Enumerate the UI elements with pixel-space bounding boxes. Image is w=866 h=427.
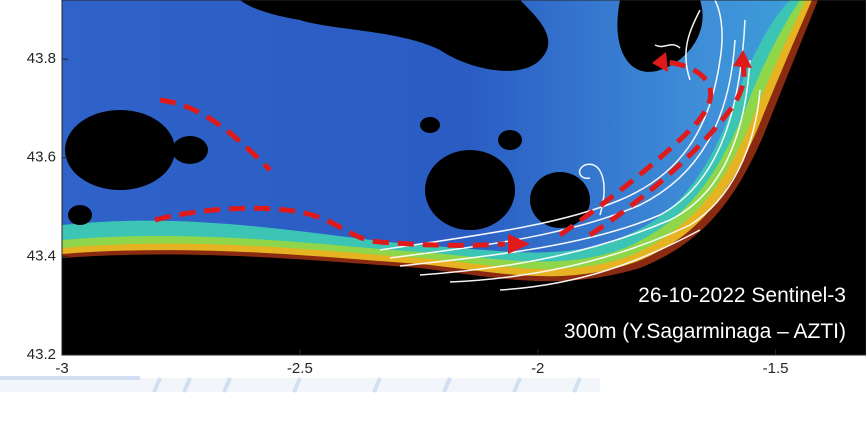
y-tick-label: 43.6 <box>27 149 56 166</box>
map-figure: -3 -2.5 -2 -1.5 43.2 43.4 43.6 43.8 26-10-2022 … <box>0 0 866 422</box>
page: {"chart_data": {"type": "map", "xlim": [… <box>0 0 866 422</box>
decorative-strip <box>0 378 600 392</box>
x-tick-label: -1.5 <box>763 360 789 377</box>
x-tick-label: -2 <box>531 360 544 377</box>
annotation: 300m (Y.Sagarminaga – AZTI) <box>564 320 846 343</box>
y-tick-label: 43.8 <box>27 50 56 67</box>
x-tick-label: -2.5 <box>287 360 313 377</box>
annotation: 26-10-2022 Sentinel-3 <box>638 284 846 307</box>
y-tick-label: 43.2 <box>27 346 56 363</box>
x-tick-label: -3 <box>55 360 68 377</box>
y-tick-label: 43.4 <box>27 247 56 264</box>
